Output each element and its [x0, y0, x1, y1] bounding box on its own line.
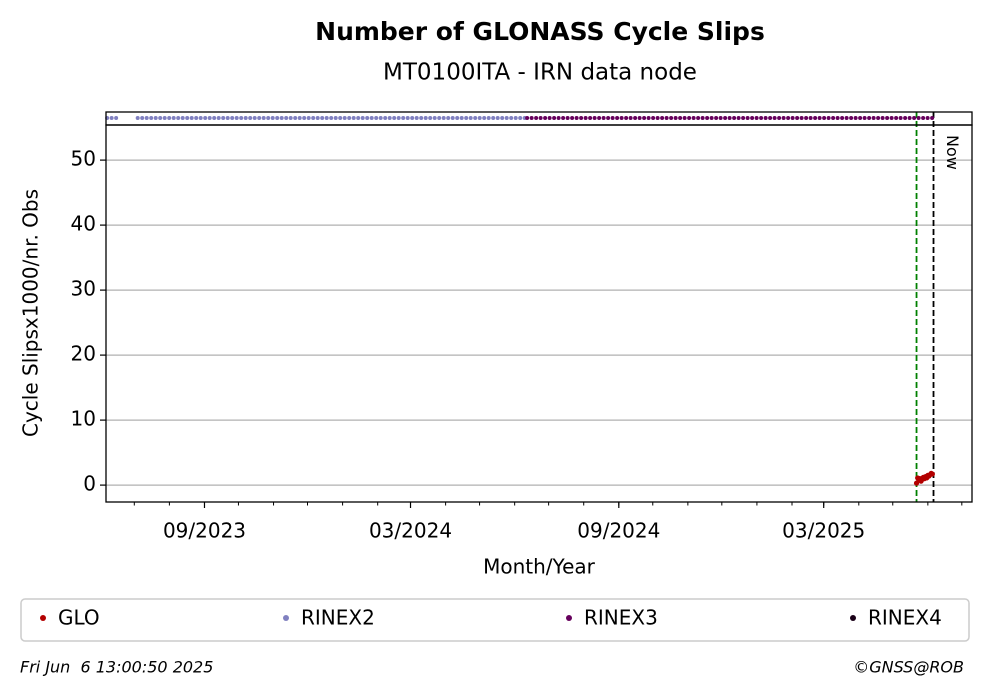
y-tick-label: 10	[71, 407, 96, 431]
legend-label: RINEX4	[868, 606, 942, 630]
y-tick-label: 40	[71, 212, 96, 236]
chart-title: Number of GLONASS Cycle Slips	[315, 17, 765, 46]
y-tick-label: 0	[83, 472, 96, 496]
legend-label: RINEX2	[301, 606, 375, 630]
legend-label: RINEX3	[584, 606, 658, 630]
y-tick-label: 50	[71, 147, 96, 171]
chart-subtitle: MT0100ITA - IRN data node	[383, 60, 697, 86]
x-tick-label: 03/2024	[369, 519, 452, 543]
x-tick-label: 09/2023	[163, 519, 246, 543]
x-tick-label: 03/2025	[782, 519, 865, 543]
legend-marker	[40, 615, 46, 621]
data-point	[929, 471, 935, 477]
footer-date: Fri Jun 6 13:00:50 2025	[20, 658, 213, 677]
plot-frame	[105, 124, 973, 503]
x-tick-label: 09/2024	[577, 519, 660, 543]
legend-label: GLO	[58, 606, 100, 630]
x-axis-label: Month/Year	[483, 555, 596, 579]
legend-marker	[283, 615, 289, 621]
vertical-line-label: Now	[943, 135, 962, 170]
legend-marker	[566, 615, 572, 621]
y-tick-label: 30	[71, 277, 96, 301]
y-axis-label: Cycle Slipsx1000/nr. Obs	[19, 189, 43, 437]
strip-frame	[105, 111, 973, 126]
footer-credit: ©GNSS@ROB	[853, 658, 964, 677]
y-tick-label: 20	[71, 342, 96, 366]
legend-box	[20, 598, 970, 642]
legend-marker	[850, 615, 856, 621]
